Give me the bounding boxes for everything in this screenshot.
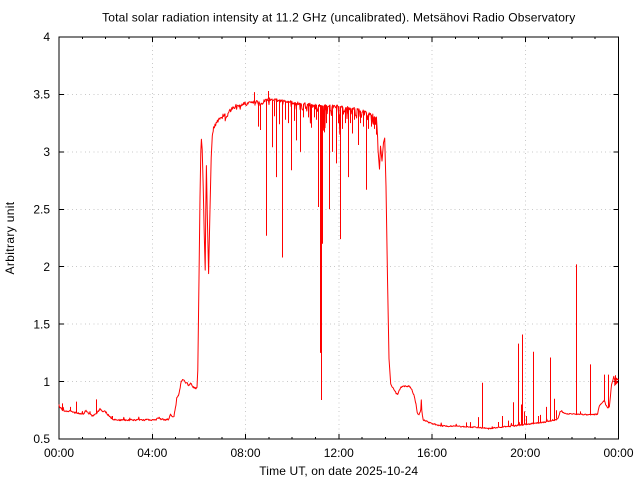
svg-text:2: 2 xyxy=(43,260,50,274)
svg-text:12:00: 12:00 xyxy=(324,446,354,460)
svg-text:Time UT, on date 2025-10-24: Time UT, on date 2025-10-24 xyxy=(259,464,418,478)
svg-text:00:00: 00:00 xyxy=(603,446,633,460)
svg-text:3.5: 3.5 xyxy=(33,88,50,102)
svg-text:00:00: 00:00 xyxy=(44,446,74,460)
svg-text:0.5: 0.5 xyxy=(33,432,50,446)
svg-text:2.5: 2.5 xyxy=(33,202,50,216)
svg-text:16:00: 16:00 xyxy=(417,446,447,460)
svg-text:3: 3 xyxy=(43,145,50,159)
svg-text:04:00: 04:00 xyxy=(137,446,167,460)
svg-text:1: 1 xyxy=(43,375,50,389)
svg-text:08:00: 08:00 xyxy=(230,446,260,460)
svg-text:1.5: 1.5 xyxy=(33,317,50,331)
svg-text:Total solar radiation intensit: Total solar radiation intensity at 11.2 … xyxy=(102,11,575,25)
svg-text:20:00: 20:00 xyxy=(510,446,540,460)
svg-text:Arbitrary unit: Arbitrary unit xyxy=(3,201,17,274)
svg-text:4: 4 xyxy=(43,30,50,44)
